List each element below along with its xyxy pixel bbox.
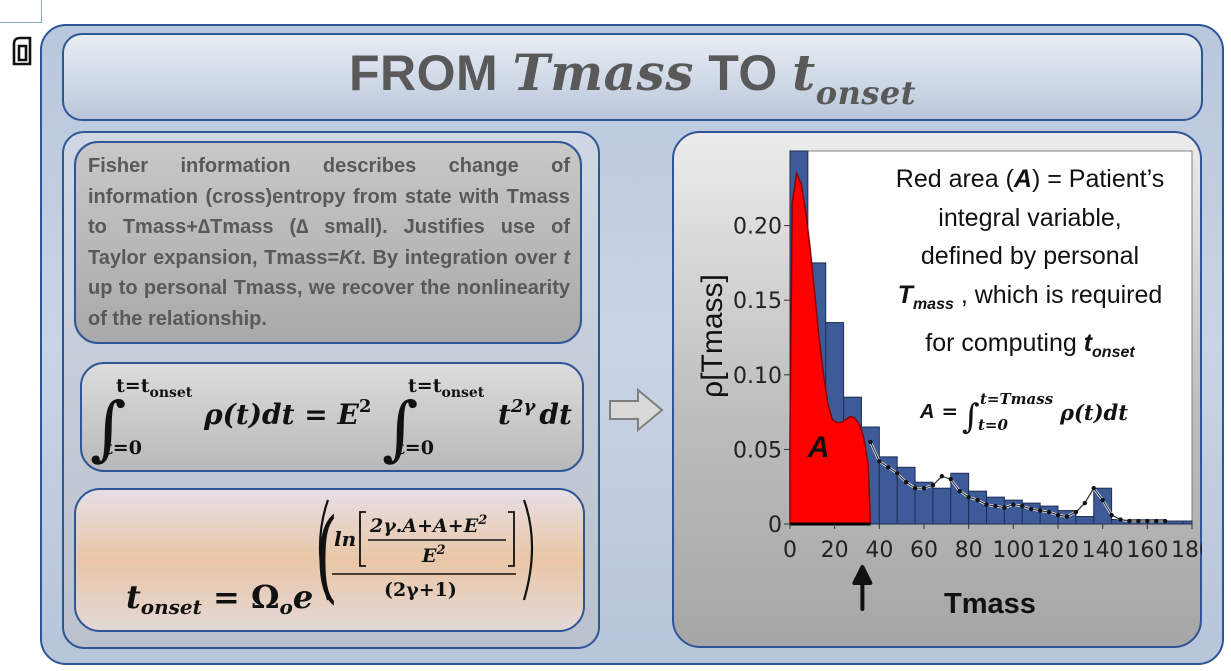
fit-point — [930, 483, 936, 488]
fit-point — [1082, 500, 1087, 506]
x-tick-label: 140 — [1082, 538, 1124, 563]
corner-guide-horizontal — [0, 22, 42, 23]
y-tick-label: 0.15 — [733, 289, 782, 314]
explain-line-4: Tmass , which is required — [897, 280, 1163, 313]
lower-limit-2: t=0 — [396, 437, 434, 459]
fit-point — [1154, 518, 1159, 524]
onset-equation: tonset = Ωoe ( ln 2γ.A+A+E2 E2 (2γ+1) — [126, 498, 534, 619]
histogram-bar — [986, 496, 1005, 525]
x-tick-label: 180 — [1171, 538, 1202, 563]
fit-point — [957, 488, 962, 494]
area-integrand: ρ(t)dt — [1059, 400, 1128, 425]
area-formula: A = ∫ t=Tmass t=0 ρ(t)dt — [919, 390, 1128, 437]
area-lower-limit: t=0 — [978, 416, 1008, 434]
fit-point — [921, 485, 927, 491]
fit-point — [1163, 518, 1168, 524]
fit-point — [1127, 518, 1132, 524]
fit-point — [1029, 506, 1034, 512]
x-tick-label: 40 — [865, 538, 893, 563]
histogram-bar — [1182, 520, 1193, 525]
x-tick-label: 160 — [1126, 538, 1168, 563]
x-tick-label: 0 — [783, 538, 797, 563]
outer-denominator: (2γ+1) — [384, 579, 457, 601]
x-axis-label: Tmass — [944, 588, 1036, 620]
fit-point — [948, 477, 953, 482]
title-banner: FROM Tmass TO tonset — [62, 33, 1203, 121]
fit-point — [1020, 503, 1025, 509]
y-tick-label: 0.05 — [733, 438, 782, 463]
integral-equation-box: ∫ t=tonset t=0 ρ(t)dt = E2 ∫ t=tonset t=… — [80, 362, 584, 472]
fit-point — [993, 503, 998, 509]
y-axis-label: ρ[Tmass] — [696, 274, 729, 398]
y-tick-label: 0.20 — [733, 215, 782, 240]
fit-line — [869, 441, 1166, 522]
fit-point — [868, 439, 873, 445]
fit-point — [877, 459, 882, 464]
integral-sign-1: ∫ — [90, 387, 126, 469]
fit-point — [1064, 514, 1070, 519]
corner-guide-vertical — [41, 0, 42, 22]
fit-point — [1109, 512, 1114, 518]
red-area-label: A — [807, 431, 830, 464]
right-arrow-icon — [609, 388, 664, 432]
up-arrow-icon — [852, 565, 873, 611]
integral-equation: ∫ t=tonset t=0 ρ(t)dt = E2 ∫ t=tonset t=… — [90, 375, 572, 469]
area-formula-lhs: A = — [919, 399, 958, 423]
fit-point — [1011, 502, 1016, 507]
red-area-A — [789, 170, 872, 525]
lhs-integrand: ρ(t)dt = E2 — [203, 396, 371, 431]
x-tick-label: 120 — [1037, 538, 1079, 563]
area-integral-sign: ∫ — [962, 397, 980, 437]
x-tick-label: 100 — [992, 538, 1034, 563]
fit-point — [1118, 517, 1123, 522]
rhs-integrand: t2γ dt — [498, 396, 572, 431]
inner-numerator: 2γ.A+A+E2 — [369, 513, 487, 537]
fit-point — [984, 502, 989, 507]
histogram-bar — [1075, 516, 1095, 525]
fit-point — [1091, 485, 1096, 491]
x-tick-label: 60 — [910, 538, 938, 563]
fit-point — [1055, 512, 1061, 518]
onset-lhs: tonset = Ωoe — [126, 578, 313, 619]
fit-point — [895, 471, 900, 476]
histogram-bar — [968, 490, 988, 525]
explain-line-3: defined by personal — [920, 242, 1140, 270]
description-box: Fisher information describes change of i… — [74, 141, 582, 344]
lower-limit-1: t=0 — [104, 437, 142, 459]
upper-limit-1: t=tonset — [116, 375, 193, 401]
integral-sign-2: ∫ — [382, 387, 418, 469]
area-upper-limit: t=Tmass — [980, 390, 1054, 408]
fit-point — [1046, 509, 1052, 515]
explain-line-2: integral variable, — [938, 203, 1122, 232]
ln-label: ln — [334, 527, 356, 551]
fit-point — [975, 497, 980, 503]
slide-logo-icon — [12, 36, 32, 66]
fit-point — [1073, 509, 1079, 515]
tmass-histogram-chart: A 0 0.05 0.10 0.15 0.20 0 20 40 60 80 100 120 140 160 1… — [696, 150, 1202, 620]
y-tick-label: 0.10 — [733, 364, 782, 389]
fit-point — [903, 480, 909, 485]
explain-line-1: Red area (A) = Patient’s — [895, 165, 1165, 193]
fit-point — [1002, 505, 1007, 510]
upper-limit-2: t=tonset — [408, 375, 485, 401]
fit-point — [912, 485, 918, 491]
inner-denominator: E2 — [421, 543, 446, 567]
x-tick-label: 80 — [955, 538, 983, 563]
y-tick-label: 0 — [768, 513, 782, 538]
slide-title: FROM Tmass TO tonset — [348, 42, 917, 112]
fit-point — [939, 474, 945, 479]
histogram-bar — [1164, 520, 1184, 525]
fit-point — [1136, 518, 1141, 524]
onset-equation-box: tonset = Ωoe ( ln 2γ.A+A+E2 E2 (2γ+1) — [74, 488, 585, 632]
fit-point — [1145, 518, 1150, 524]
chart-explanation: Red area (A) = Patient’s integral variab… — [872, 160, 1188, 373]
histogram-bar — [932, 487, 952, 525]
fit-point — [886, 465, 891, 470]
description-text: Fisher information describes change of i… — [88, 155, 570, 330]
explain-line-5: for computing tonset — [925, 329, 1135, 361]
fit-point — [1100, 497, 1105, 503]
x-tick-label: 20 — [821, 538, 849, 563]
fit-point — [966, 494, 971, 500]
fit-point — [1037, 508, 1043, 513]
